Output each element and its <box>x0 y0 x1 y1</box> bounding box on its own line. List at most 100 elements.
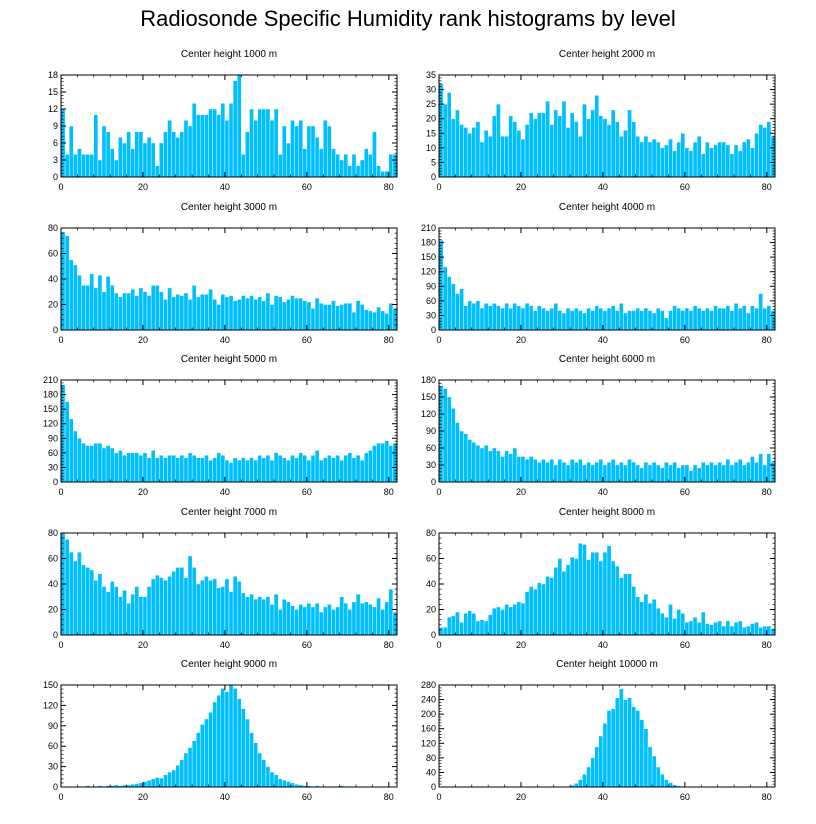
histogram-bar <box>77 551 82 636</box>
histogram-bar <box>623 464 628 483</box>
histogram-bar <box>212 299 217 331</box>
histogram-bar <box>651 312 657 331</box>
histogram-bar <box>602 464 608 483</box>
histogram-bar <box>187 747 193 788</box>
histogram-bar <box>713 622 718 636</box>
histogram-bar <box>212 578 217 636</box>
histogram-bar <box>696 135 702 178</box>
histogram-bar <box>762 625 768 636</box>
histogram-bar <box>85 567 90 636</box>
x-tick-label: 80 <box>384 640 394 650</box>
histogram-bar <box>122 455 127 483</box>
histogram-bar <box>364 309 369 331</box>
histogram-bar <box>598 459 604 483</box>
histogram-bar <box>664 461 669 483</box>
histogram-bar <box>606 545 612 636</box>
histogram-bar <box>442 627 448 636</box>
histogram-bar <box>64 539 70 636</box>
histogram-bar <box>537 305 542 331</box>
x-tick-label: 0 <box>436 640 441 650</box>
histogram-bar <box>302 455 308 483</box>
histogram-bar <box>101 586 107 636</box>
histogram-bar <box>725 459 731 483</box>
histogram-bar <box>310 606 316 636</box>
histogram-bar <box>516 601 522 636</box>
histogram-bar <box>114 586 119 636</box>
histogram-bar <box>191 103 197 178</box>
histogram-bar <box>130 594 135 636</box>
histogram-bar <box>392 308 398 331</box>
histogram-bar <box>339 596 344 636</box>
histogram-bar <box>118 450 123 483</box>
x-tick-label: 60 <box>680 182 690 192</box>
histogram-bar <box>343 154 349 178</box>
histogram-bar <box>171 769 176 788</box>
histogram-bar <box>142 781 148 788</box>
histogram-bar <box>216 304 222 331</box>
histogram-bar <box>746 312 751 331</box>
histogram-bar <box>323 457 328 483</box>
histogram-bar <box>163 774 168 788</box>
histogram-bar <box>388 445 394 483</box>
histogram-bar <box>742 464 747 483</box>
histogram-bar <box>660 467 665 483</box>
histogram-bar <box>655 766 661 788</box>
histogram-bar <box>302 300 308 331</box>
x-tick-label: 20 <box>138 487 148 497</box>
y-tick-label: 60 <box>426 443 436 453</box>
histogram-bar <box>668 604 673 636</box>
histogram-bar <box>766 453 772 483</box>
histogram-bar <box>245 297 250 331</box>
histogram-bar <box>159 455 164 483</box>
y-tick-label: 60 <box>48 741 58 751</box>
histogram-bar <box>610 109 616 178</box>
histogram-bar <box>446 92 452 178</box>
histogram-bar <box>512 303 518 331</box>
histogram-bar <box>598 307 604 331</box>
histogram-bar <box>323 606 328 636</box>
histogram-bar <box>651 461 657 483</box>
histogram-bar <box>191 455 197 483</box>
histogram-bar <box>516 305 522 331</box>
histogram-bar <box>635 307 640 331</box>
histogram-bar <box>97 274 103 331</box>
histogram-bar <box>758 627 763 636</box>
histogram-bar <box>479 619 485 636</box>
x-tick-label: 80 <box>384 792 394 802</box>
histogram-bar <box>339 304 344 331</box>
histogram-bar <box>216 695 222 788</box>
histogram-bar <box>643 307 649 331</box>
histogram-bar <box>122 590 127 636</box>
panel-title: Center height 4000 m <box>559 202 655 213</box>
histogram-bar <box>610 708 616 788</box>
histogram-bar <box>701 611 706 636</box>
x-tick-label: 80 <box>762 487 772 497</box>
histogram-bar <box>224 120 230 178</box>
histogram-bar <box>191 567 197 636</box>
histogram-bar <box>569 310 575 331</box>
histogram-bar <box>343 303 349 331</box>
histogram-bar <box>561 101 567 178</box>
x-tick-label: 80 <box>762 792 772 802</box>
histogram-bar <box>150 450 156 483</box>
panel-title: Center height 3000 m <box>181 202 277 213</box>
x-tick-label: 40 <box>598 640 608 650</box>
y-tick-label: 40 <box>426 767 436 777</box>
histogram-bar <box>614 697 620 788</box>
histogram-bar <box>155 285 160 331</box>
y-tick-label: 20 <box>426 605 436 615</box>
histogram-bar <box>549 307 554 331</box>
histogram-bar <box>729 625 735 636</box>
histogram-bar <box>109 148 115 178</box>
histogram-bar <box>586 118 591 178</box>
histogram-bar <box>602 723 608 788</box>
histogram-bar <box>508 606 513 636</box>
histogram-bar <box>455 611 460 636</box>
histogram-bar <box>171 455 176 483</box>
histogram-bar <box>253 120 258 178</box>
histogram-bar <box>737 150 743 178</box>
histogram-bar <box>750 147 755 178</box>
panel-4: Center height 4000 m 0 20 40 60 80 0 30 60 90 120 1… <box>421 202 776 345</box>
histogram-bar <box>171 131 176 178</box>
histogram-bar <box>492 608 497 636</box>
